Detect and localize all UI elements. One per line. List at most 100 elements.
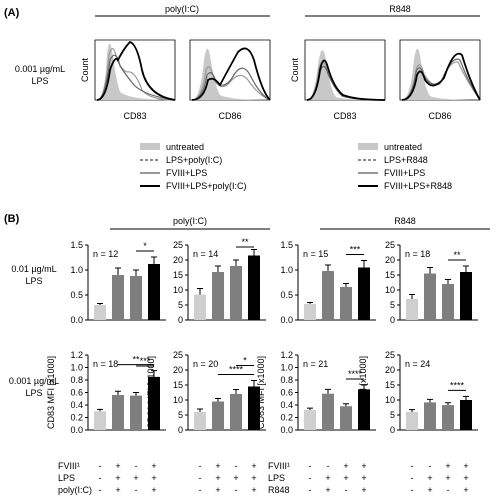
legend-item: untreated bbox=[166, 142, 204, 152]
y-tick-label: 5 bbox=[390, 300, 395, 310]
condition-sign: - bbox=[447, 485, 450, 495]
condition-sign: + bbox=[151, 461, 156, 471]
bar bbox=[358, 267, 370, 320]
y-tick-label: 5 bbox=[390, 410, 395, 420]
bar bbox=[230, 266, 242, 320]
y-tick-label: 1.0 bbox=[280, 265, 293, 275]
y-axis-label: CD86 MFI [x1000] bbox=[358, 356, 368, 429]
bar bbox=[130, 395, 142, 430]
condition-sign: + bbox=[361, 485, 366, 495]
panel-b-row-label-1b: LPS bbox=[25, 276, 42, 286]
n-label: n = 20 bbox=[193, 359, 218, 369]
bar bbox=[322, 393, 334, 430]
histogram-cd83-polyic: Count CD83 bbox=[80, 39, 176, 121]
condition-sign: + bbox=[361, 473, 366, 483]
bar bbox=[340, 406, 352, 430]
condition-sign: + bbox=[427, 473, 432, 483]
condition-sign: + bbox=[215, 473, 220, 483]
bar bbox=[212, 401, 224, 430]
bar bbox=[148, 264, 160, 320]
condition-label: LPS bbox=[268, 473, 285, 483]
panel-b-label: (B) bbox=[4, 213, 20, 225]
n-label: n = 18 bbox=[405, 249, 430, 259]
condition-table-left: FVIII¹ LPS poly(I:C) bbox=[58, 461, 92, 495]
condition-sign: - bbox=[235, 485, 238, 495]
condition-sign: + bbox=[325, 485, 330, 495]
condition-sign: + bbox=[445, 461, 450, 471]
condition-sign: + bbox=[251, 461, 256, 471]
panel-a-row-label-2: LPS bbox=[31, 76, 48, 86]
bar bbox=[94, 411, 106, 430]
y-tick-label: 15 bbox=[173, 380, 183, 390]
n-label: n = 24 bbox=[405, 359, 430, 369]
condition-sign: + bbox=[463, 485, 468, 495]
bar bbox=[406, 299, 418, 320]
y-tick-label: 1.2 bbox=[70, 350, 83, 360]
y-tick-label: 5 bbox=[178, 410, 183, 420]
y-tick-label: 0.2 bbox=[280, 413, 293, 423]
condition-sign: - bbox=[99, 473, 102, 483]
bar bbox=[424, 273, 436, 320]
bar bbox=[304, 410, 316, 430]
y-tick-label: 10 bbox=[173, 285, 183, 295]
condition-label: FVIII¹ bbox=[58, 461, 80, 471]
y-tick-label: 0.6 bbox=[70, 388, 83, 398]
y-axis-label: CD83 MFI [x1000] bbox=[46, 356, 56, 429]
y-axis-label: CD83 MFI [x1000] bbox=[256, 356, 266, 429]
y-tick-label: 1.5 bbox=[280, 240, 293, 250]
condition-sign: - bbox=[135, 461, 138, 471]
panel-a-group-polyic: poly(I:C) bbox=[165, 4, 199, 14]
bar-chart-b1: 0.0 0.5 1.0 1.5 n = 12 * bbox=[70, 240, 166, 325]
condition-sign: + bbox=[115, 461, 120, 471]
bar-chart-b3: 0.0 0.5 1.0 1.5 n = 15 *** bbox=[280, 240, 376, 325]
condition-sign: + bbox=[233, 473, 238, 483]
condition-sign: + bbox=[115, 473, 120, 483]
condition-sign: + bbox=[215, 485, 220, 495]
legend-right: untreated LPS+R848 FVIII+LPS FVIII+LPS+R… bbox=[358, 142, 452, 191]
condition-sign: - bbox=[411, 485, 414, 495]
y-tick-label: 10 bbox=[385, 395, 395, 405]
bar bbox=[112, 395, 124, 430]
condition-sign: + bbox=[343, 473, 348, 483]
condition-sign: + bbox=[445, 473, 450, 483]
y-tick-label: 25 bbox=[173, 350, 183, 360]
y-tick-label: 0.5 bbox=[70, 290, 83, 300]
y-tick-label: 20 bbox=[385, 255, 395, 265]
y-tick-label: 20 bbox=[173, 365, 183, 375]
y-tick-label: 0 bbox=[390, 425, 395, 435]
histogram-cd86-r848: CD86 bbox=[399, 39, 481, 121]
significance-label: **** bbox=[348, 369, 363, 379]
condition-sign: - bbox=[99, 461, 102, 471]
y-tick-label: 0 bbox=[178, 425, 183, 435]
panel-b-row-label-1a: 0.01 µg/mL bbox=[11, 264, 56, 274]
condition-sign: - bbox=[235, 461, 238, 471]
bar bbox=[460, 272, 472, 320]
y-tick-label: 20 bbox=[385, 365, 395, 375]
bar bbox=[442, 284, 454, 320]
bar bbox=[322, 271, 334, 320]
condition-sign: - bbox=[429, 461, 432, 471]
condition-sign: + bbox=[151, 485, 156, 495]
y-tick-label: 0.0 bbox=[280, 315, 293, 325]
condition-sign: - bbox=[199, 461, 202, 471]
bar bbox=[230, 394, 242, 430]
bar bbox=[130, 276, 142, 320]
bar bbox=[340, 287, 352, 320]
histogram-y-label: Count bbox=[80, 58, 90, 83]
y-axis-label: CD86 MFI [x1000] bbox=[146, 356, 156, 429]
bar bbox=[424, 402, 436, 430]
y-tick-label: 0.0 bbox=[280, 425, 293, 435]
n-label: n = 18 bbox=[93, 359, 118, 369]
n-label: n = 14 bbox=[193, 249, 218, 259]
y-tick-label: 25 bbox=[385, 240, 395, 250]
condition-label: R848 bbox=[268, 485, 290, 495]
legend-swatch-untreated bbox=[358, 143, 378, 150]
condition-sign: + bbox=[427, 485, 432, 495]
condition-sign: + bbox=[133, 473, 138, 483]
condition-sign: - bbox=[411, 461, 414, 471]
legend-item: FVIII+LPS+poly(I:C) bbox=[166, 181, 247, 191]
y-tick-label: 0.2 bbox=[70, 413, 83, 423]
y-tick-label: 0 bbox=[178, 315, 183, 325]
histogram-x-label: CD83 bbox=[123, 111, 146, 121]
